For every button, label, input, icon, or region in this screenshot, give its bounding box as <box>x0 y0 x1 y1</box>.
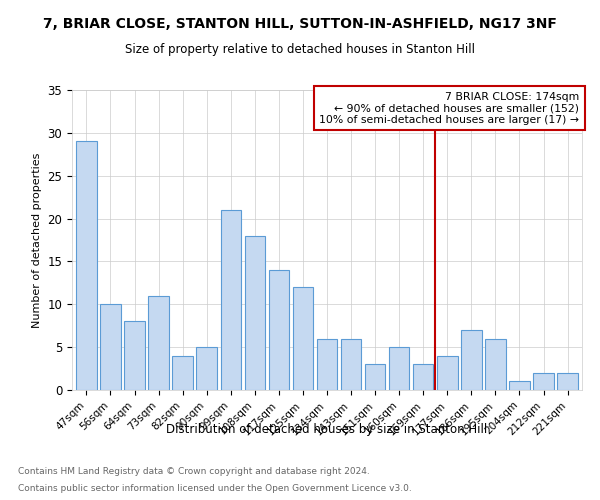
Text: Contains public sector information licensed under the Open Government Licence v3: Contains public sector information licen… <box>18 484 412 493</box>
Bar <box>365 364 385 390</box>
Bar <box>509 382 530 390</box>
Bar <box>317 338 337 390</box>
Text: Distribution of detached houses by size in Stanton Hill: Distribution of detached houses by size … <box>166 422 488 436</box>
Bar <box>245 236 265 390</box>
Bar <box>196 347 217 390</box>
Bar <box>221 210 241 390</box>
Y-axis label: Number of detached properties: Number of detached properties <box>32 152 42 328</box>
Text: Contains HM Land Registry data © Crown copyright and database right 2024.: Contains HM Land Registry data © Crown c… <box>18 468 370 476</box>
Bar <box>461 330 482 390</box>
Bar <box>533 373 554 390</box>
Bar <box>124 322 145 390</box>
Text: 7, BRIAR CLOSE, STANTON HILL, SUTTON-IN-ASHFIELD, NG17 3NF: 7, BRIAR CLOSE, STANTON HILL, SUTTON-IN-… <box>43 18 557 32</box>
Bar <box>389 347 409 390</box>
Bar <box>148 296 169 390</box>
Bar <box>437 356 458 390</box>
Bar <box>293 287 313 390</box>
Bar <box>76 142 97 390</box>
Bar <box>341 338 361 390</box>
Bar <box>172 356 193 390</box>
Bar <box>485 338 506 390</box>
Text: 7 BRIAR CLOSE: 174sqm
← 90% of detached houses are smaller (152)
10% of semi-det: 7 BRIAR CLOSE: 174sqm ← 90% of detached … <box>319 92 580 124</box>
Text: Size of property relative to detached houses in Stanton Hill: Size of property relative to detached ho… <box>125 42 475 56</box>
Bar <box>413 364 433 390</box>
Bar <box>557 373 578 390</box>
Bar <box>269 270 289 390</box>
Bar <box>100 304 121 390</box>
